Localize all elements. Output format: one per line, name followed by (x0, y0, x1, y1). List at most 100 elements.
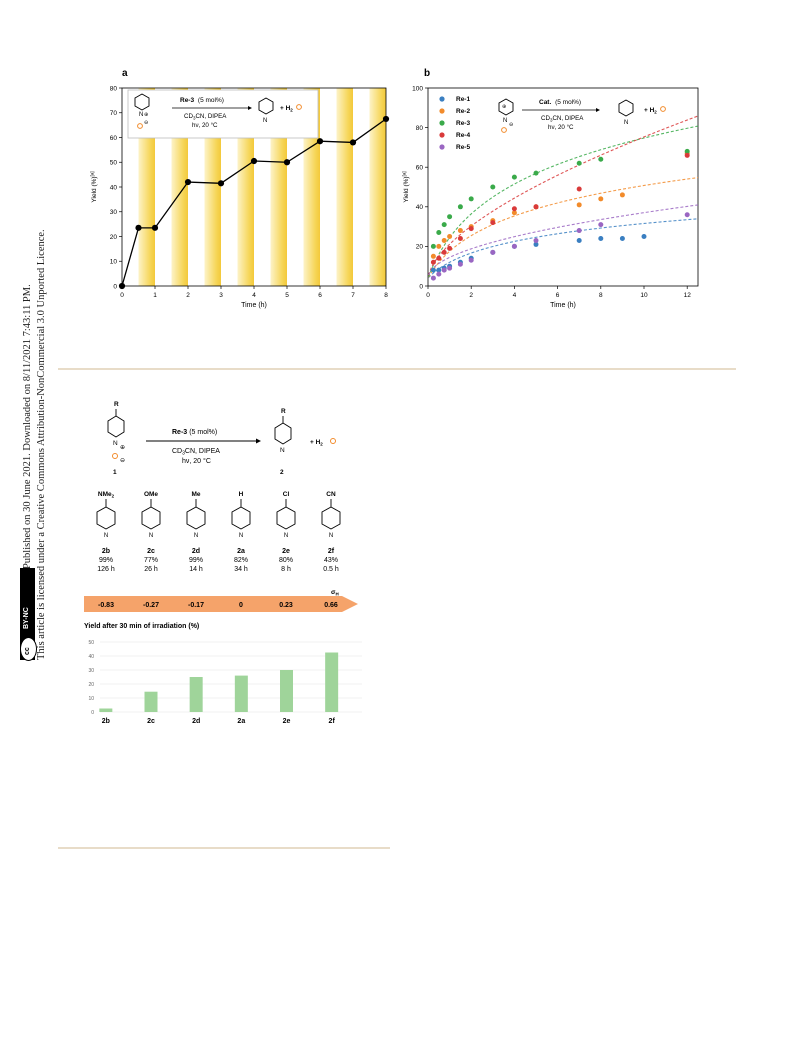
data-point-re-3 (457, 204, 463, 210)
data-point-re-2 (447, 234, 453, 239)
y-tick-label-a: 10 (110, 259, 118, 266)
y-axis-label-text-b: Yield (%) (403, 176, 410, 202)
y-tick-label-a: 50 (110, 160, 118, 167)
substituent-2d: Me (191, 491, 200, 498)
n-label-a: N (139, 112, 143, 118)
x-tick-label-a: 5 (285, 292, 289, 299)
oxygen-icon-c2 (330, 438, 336, 444)
pyridine-product-icon-b: N (618, 99, 634, 126)
y-tick-label-b: 40 (416, 204, 424, 211)
fit-curve-re-5 (427, 204, 699, 276)
n-label-a2: N (263, 118, 267, 124)
x-tick-label-b: 0 (426, 292, 430, 299)
yield-point (382, 115, 390, 123)
conditions2-c: hν, 20 °C (182, 457, 211, 465)
badge-by-nc-label: BY-NC (23, 607, 30, 629)
bar-x-label-2b: 2b (102, 718, 110, 725)
cd-b: CD (541, 115, 550, 122)
substituent-text-2a: H (239, 491, 244, 498)
bar-2d (189, 677, 203, 712)
yield-point (135, 224, 142, 231)
substituent-2a: H (239, 491, 244, 498)
catalyst-name-b: Cat. (539, 99, 551, 106)
bar-y-tick-label: 10 (88, 696, 94, 702)
data-point-re-2 (457, 228, 463, 234)
x-axis-label-a: Time (h) (241, 302, 267, 309)
x-tick-label-a: 2 (186, 292, 190, 299)
legend-marker-re-1 (439, 96, 445, 102)
data-point-re-2 (576, 202, 582, 208)
light-on-band (336, 88, 353, 286)
data-point-re-4 (441, 249, 447, 255)
charge-plus-b: ⊕ (502, 104, 506, 110)
reaction-scheme-c: R N ⊕ ⊖ 1 Re-3 (5 mol%) CD3CN, DIPEA hν, … (107, 401, 336, 476)
yield-point (349, 139, 357, 146)
x-tick-label-b: 6 (556, 292, 560, 299)
bar-y-tick-label: 40 (88, 654, 94, 660)
bar-chart-title: Yield after 30 min of irradiation (%) (84, 623, 199, 630)
pyridine-product-icon: N (258, 97, 274, 124)
compound-label-2d: 2d (192, 548, 200, 555)
y-tick-label-a: 70 (110, 110, 118, 117)
data-point-re-1 (533, 241, 539, 247)
yield-point (250, 157, 258, 165)
charge-minus-a: ⊖ (144, 120, 148, 126)
data-point-re-4 (436, 255, 442, 261)
panel-b-legend: Re-1 Re-2 Re-3 Re-4 Re-5 (439, 96, 470, 151)
legend-label-re-3: Re-3 (456, 120, 470, 127)
legend-label-re-4: Re-4 (456, 132, 470, 139)
legend-marker-re-2 (439, 108, 445, 114)
conditions2-a: hν, 20 °C (192, 122, 218, 129)
h2-sub-a: 2 (290, 108, 293, 113)
cd-rest-b: CN, DIPEA (552, 115, 584, 122)
compound-yield-2c: 77% (144, 557, 158, 564)
n-label-b2: N (624, 120, 628, 126)
y-tick-label-a: 30 (110, 209, 118, 216)
catalyst-a: Re-3 (5 mol%) (180, 97, 224, 104)
data-point-re-1 (576, 237, 582, 243)
sigma-symbol: σ (331, 589, 336, 596)
bar-y-tick-label: 30 (88, 668, 94, 674)
oxygen-icon-c (112, 453, 118, 459)
yield-point (151, 224, 159, 231)
data-point-re-3 (490, 184, 496, 190)
substituent-2b: NMe2 (98, 491, 115, 499)
pyridine-n-oxide-icon: N ⊕ ⊖ (134, 93, 150, 129)
x-tick-label-a: 8 (384, 292, 388, 299)
y-tick-label-b: 80 (416, 125, 424, 132)
conditions2-b: hν, 20 °C (548, 124, 574, 131)
yield-line (121, 118, 387, 287)
data-point-re-3 (441, 222, 447, 228)
compound-time-2d: 14 h (189, 566, 203, 573)
x-tick-label-b: 10 (640, 292, 648, 299)
compound-time-2c: 26 h (144, 566, 158, 573)
catalyst-name-c: Re-3 (172, 429, 187, 436)
data-point-re-5 (533, 237, 539, 243)
bar-2a (234, 675, 248, 712)
charge-plus-c: ⊕ (120, 445, 125, 451)
catalyst-loading-c: (5 mol%) (189, 429, 217, 436)
data-point-re-5 (490, 249, 496, 255)
cc-license-badge[interactable]: BY-NC cc (20, 568, 37, 661)
data-point-re-4 (490, 220, 496, 226)
data-point-re-5 (684, 212, 690, 218)
ring-n-label: N (329, 533, 333, 539)
substituent-text-2b: NMe (98, 491, 112, 498)
charge-minus-c: ⊖ (120, 458, 125, 464)
panel-a-label: a (122, 68, 128, 79)
y-tick-label-b: 0 (419, 283, 423, 290)
compound-yield-2b: 99% (99, 557, 113, 564)
plus-h-a: + H (280, 105, 291, 112)
compound-label-2e: 2e (282, 548, 290, 555)
y-tick-label-b: 20 (416, 244, 424, 251)
y-tick-label-a: 40 (110, 184, 118, 191)
bar-x-label-2f: 2f (329, 718, 336, 725)
conditions1-a: CD3CN, DIPEA (184, 113, 227, 121)
sigma-value-2c: -0.27 (143, 602, 159, 609)
substituent-text-2d: Me (191, 491, 200, 498)
yield-point (184, 178, 192, 186)
light-on-band (369, 88, 386, 286)
data-point-re-1 (619, 235, 625, 241)
conditions1-c: CD3CN, DIPEA (172, 448, 220, 457)
water-product-a: + H2 (280, 105, 293, 113)
